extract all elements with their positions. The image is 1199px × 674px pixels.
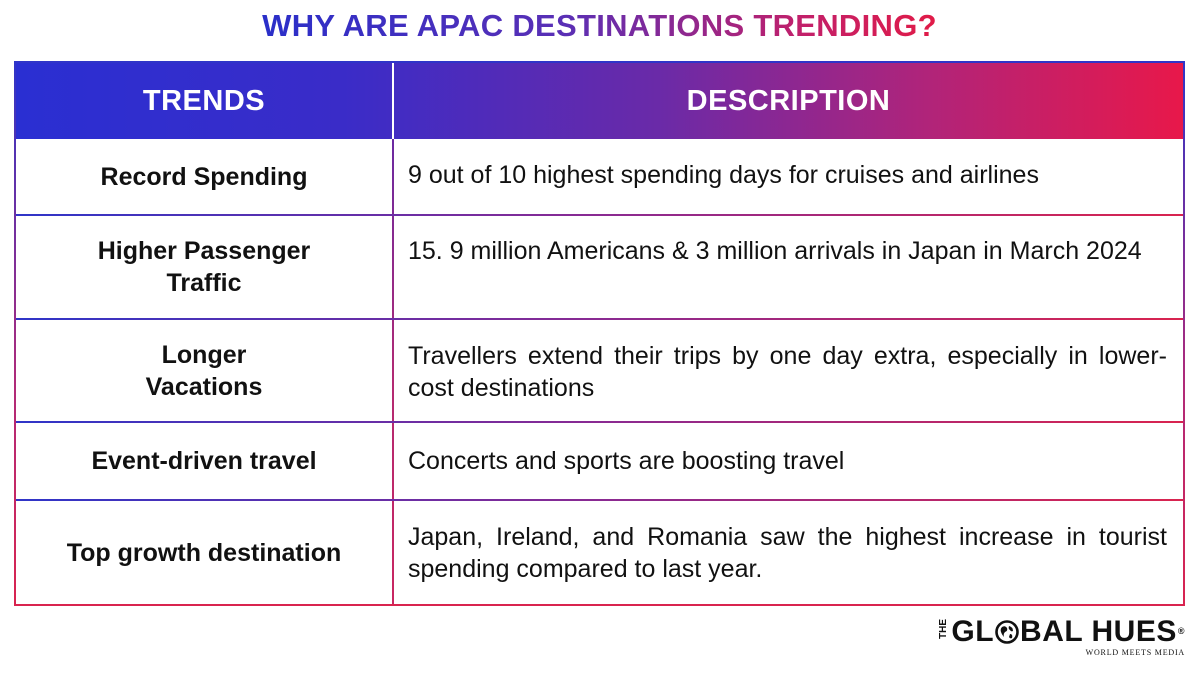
table-header-row: TRENDS DESCRIPTION — [16, 63, 1183, 139]
logo-tagline: WORLD MEETS MEDIA — [1085, 648, 1185, 657]
trend-cell: Longer Vacations — [145, 340, 263, 401]
row-divider — [16, 214, 1183, 216]
description-cell: Concerts and sports are boosting travel — [408, 447, 845, 475]
table-row: Event-driven travel Concerts and sports … — [16, 423, 1183, 499]
table-row: Higher Passenger Traffic 15. 9 million A… — [16, 216, 1183, 318]
description-cell: 9 out of 10 highest spending days for cr… — [408, 161, 1039, 189]
logo-main: GL BAL HUES ® WORLD MEETS MEDIA — [951, 617, 1185, 658]
trends-table: TRENDS DESCRIPTION Record Spending 9 out… — [14, 61, 1185, 606]
logo-the: THE — [938, 619, 950, 639]
table-row: Record Spending 9 out of 10 highest spen… — [16, 139, 1183, 214]
globe-icon — [995, 620, 1019, 644]
column-divider — [392, 63, 394, 604]
table-body: TRENDS DESCRIPTION Record Spending 9 out… — [16, 63, 1183, 604]
description-cell: 15. 9 million Americans & 3 million arri… — [408, 237, 1142, 265]
logo-wordmark: GL BAL HUES ® — [951, 617, 1185, 647]
trend-cell: Record Spending — [100, 162, 308, 191]
trend-cell: Higher Passenger Traffic — [97, 237, 311, 297]
page-title: WHY ARE APAC DESTINATIONS TRENDING? — [262, 8, 937, 43]
trend-cell: Top growth destination — [66, 538, 342, 567]
description-cell: Japan, Ireland, and Romania saw the high… — [408, 523, 1167, 583]
row-divider — [16, 318, 1183, 320]
trend-cell: Event-driven travel — [91, 447, 317, 475]
registered-mark: ® — [1177, 626, 1185, 636]
header-trends: TRENDS — [142, 84, 266, 117]
row-divider — [16, 421, 1183, 423]
table-row: Longer Vacations Travellers extend their… — [16, 320, 1183, 421]
global-hues-logo: THE GL BAL HUES ® WORLD MEETS MEDIA — [938, 617, 1185, 658]
table-row: Top growth destination Japan, Ireland, a… — [16, 501, 1183, 604]
description-cell: Travellers extend their trips by one day… — [408, 342, 1167, 402]
header-description: DESCRIPTION — [686, 84, 891, 117]
row-divider — [16, 499, 1183, 501]
logo-word-right: BAL HUES — [1020, 615, 1177, 648]
logo-word-left: GL — [951, 615, 995, 648]
